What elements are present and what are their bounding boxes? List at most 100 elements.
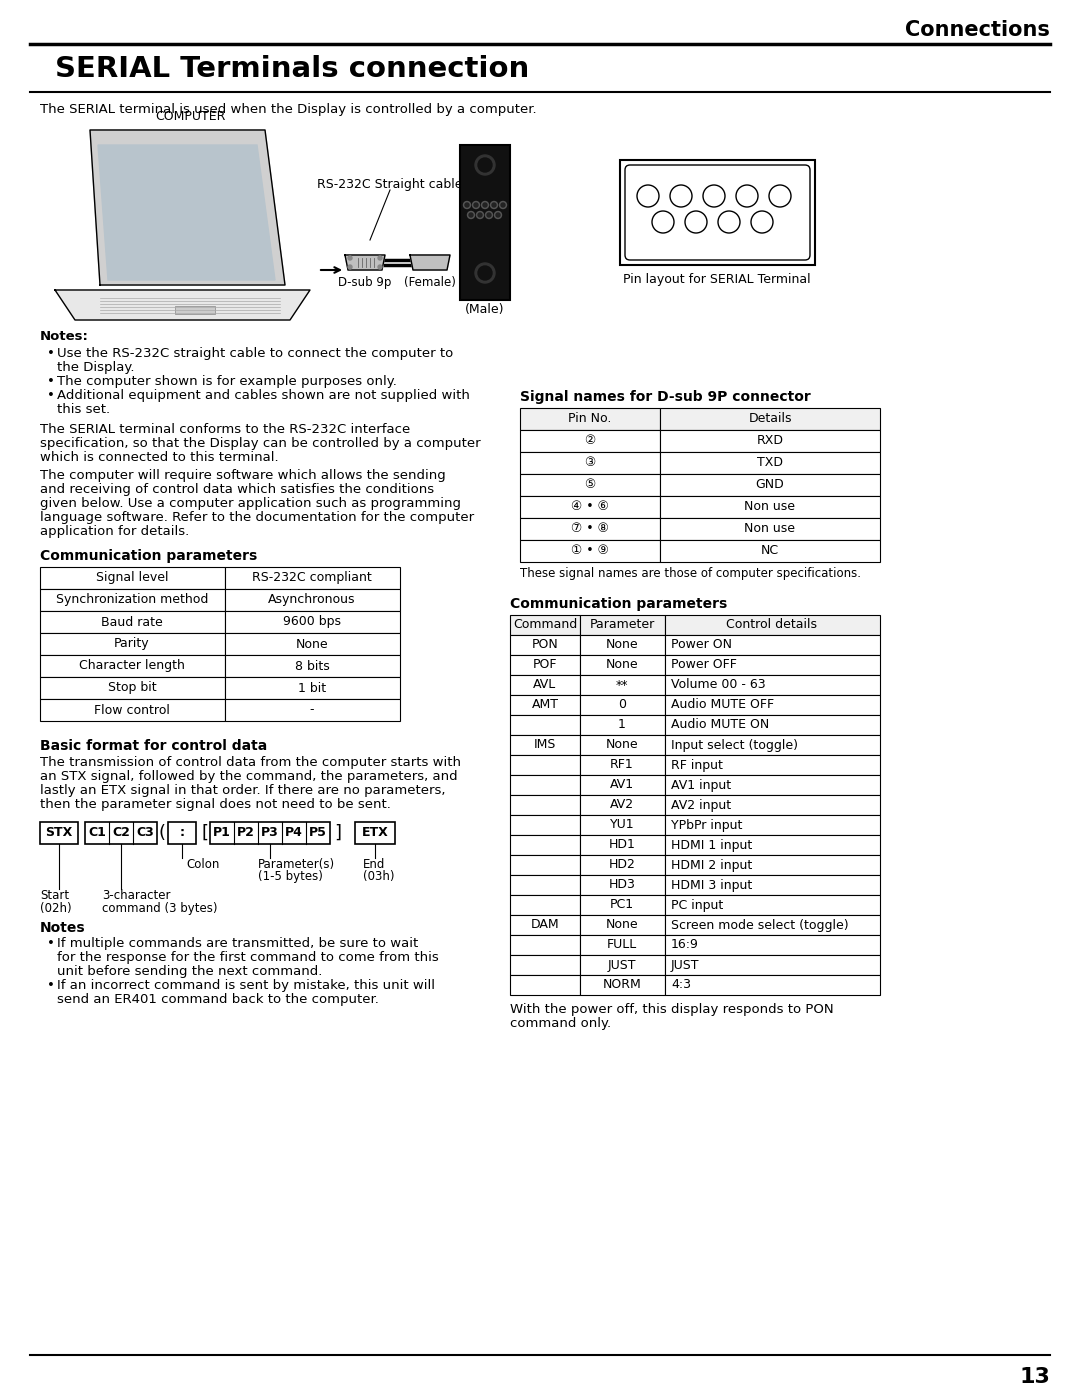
Bar	[660, 496, 880, 518]
Bar	[40, 678, 225, 698]
Bar	[580, 855, 665, 875]
Text: P5: P5	[309, 827, 327, 840]
Bar	[580, 915, 665, 935]
Bar	[665, 915, 880, 935]
Circle shape	[637, 184, 659, 207]
Circle shape	[469, 212, 473, 217]
Bar	[355, 821, 395, 844]
Text: (03h): (03h)	[363, 870, 394, 883]
Text: •: •	[48, 937, 55, 950]
Bar	[510, 655, 580, 675]
Bar	[665, 935, 880, 956]
Bar	[510, 775, 580, 795]
Text: The SERIAL terminal conforms to the RS-232C interface: The SERIAL terminal conforms to the RS-2…	[40, 423, 410, 436]
Text: the Display.: the Display.	[57, 360, 135, 374]
Bar	[510, 675, 580, 694]
Circle shape	[495, 211, 501, 218]
Bar	[580, 875, 665, 895]
Bar	[665, 895, 880, 915]
Text: HDMI 1 input: HDMI 1 input	[671, 838, 753, 852]
Text: HD3: HD3	[608, 879, 635, 891]
Bar	[510, 875, 580, 895]
Text: POF: POF	[532, 658, 557, 672]
Text: Details: Details	[748, 412, 792, 426]
Text: C2: C2	[112, 827, 130, 840]
Text: Basic format for control data: Basic format for control data	[40, 739, 267, 753]
Text: None: None	[606, 918, 638, 932]
Bar	[460, 145, 510, 300]
Text: 4:3: 4:3	[671, 978, 691, 992]
Circle shape	[735, 184, 758, 207]
Bar	[580, 754, 665, 775]
Text: ④ • ⑥: ④ • ⑥	[571, 500, 609, 514]
Text: P4: P4	[285, 827, 302, 840]
Text: Asynchronous: Asynchronous	[268, 594, 355, 606]
Bar	[519, 453, 660, 474]
Bar	[580, 935, 665, 956]
Text: AV1: AV1	[610, 778, 634, 792]
Text: None: None	[606, 638, 638, 651]
Text: [: [	[202, 824, 208, 842]
Text: HDMI 2 input: HDMI 2 input	[671, 859, 753, 872]
Text: command only.: command only.	[510, 1017, 611, 1030]
Text: (Female): (Female)	[404, 277, 456, 289]
Bar	[510, 814, 580, 835]
Circle shape	[652, 211, 674, 233]
Text: ③: ③	[584, 457, 596, 469]
Text: Baud rate: Baud rate	[102, 616, 163, 629]
Text: The SERIAL terminal is used when the Display is controlled by a computer.: The SERIAL terminal is used when the Dis…	[40, 103, 537, 116]
Bar	[510, 615, 580, 636]
Circle shape	[685, 211, 707, 233]
Circle shape	[482, 201, 488, 208]
Text: If an incorrect command is sent by mistake, this unit will: If an incorrect command is sent by mista…	[57, 979, 435, 992]
Bar	[580, 975, 665, 995]
Bar	[510, 636, 580, 655]
Bar	[580, 895, 665, 915]
Text: RS-232C compliant: RS-232C compliant	[252, 571, 372, 584]
Text: Signal names for D-sub 9P connector: Signal names for D-sub 9P connector	[519, 390, 811, 404]
Text: :: :	[179, 827, 185, 840]
Text: C1: C1	[89, 827, 106, 840]
Text: Colon: Colon	[186, 858, 219, 870]
Text: Volume 00 - 63: Volume 00 - 63	[671, 679, 766, 692]
Text: Communication parameters: Communication parameters	[510, 597, 727, 610]
Bar	[519, 430, 660, 453]
Text: ④: ④	[676, 191, 686, 201]
Polygon shape	[345, 256, 384, 270]
Text: language software. Refer to the documentation for the computer: language software. Refer to the document…	[40, 511, 474, 524]
Text: Notes: Notes	[40, 921, 85, 935]
Polygon shape	[410, 256, 450, 270]
Bar	[580, 694, 665, 715]
Text: The computer shown is for example purposes only.: The computer shown is for example purpos…	[57, 374, 396, 388]
Text: ETX: ETX	[362, 827, 389, 840]
Text: (1-5 bytes): (1-5 bytes)	[258, 870, 323, 883]
Bar	[510, 694, 580, 715]
Bar	[660, 474, 880, 496]
Text: The computer will require software which allows the sending: The computer will require software which…	[40, 469, 446, 482]
Circle shape	[465, 203, 469, 207]
Text: •: •	[48, 346, 55, 360]
Text: an STX signal, followed by the command, the parameters, and: an STX signal, followed by the command, …	[40, 770, 458, 782]
Bar	[580, 715, 665, 735]
Bar	[665, 694, 880, 715]
Text: Non use: Non use	[744, 522, 796, 535]
Bar	[510, 855, 580, 875]
Text: AMT: AMT	[531, 698, 558, 711]
Bar	[40, 590, 225, 610]
Text: None: None	[606, 739, 638, 752]
Bar	[40, 610, 225, 633]
Text: Signal level: Signal level	[96, 571, 168, 584]
Text: GND: GND	[756, 479, 784, 492]
Text: C3: C3	[136, 827, 153, 840]
Bar	[510, 795, 580, 814]
Text: Parameter(s): Parameter(s)	[258, 858, 335, 870]
Text: lastly an ETX signal in that order. If there are no parameters,: lastly an ETX signal in that order. If t…	[40, 784, 446, 798]
Circle shape	[348, 256, 352, 260]
Bar	[225, 678, 400, 698]
Circle shape	[478, 265, 492, 279]
Bar	[40, 821, 78, 844]
Bar	[665, 636, 880, 655]
Text: Flow control: Flow control	[94, 704, 170, 717]
Text: for the response for the first command to come from this: for the response for the first command t…	[57, 951, 438, 964]
Bar	[519, 541, 660, 562]
